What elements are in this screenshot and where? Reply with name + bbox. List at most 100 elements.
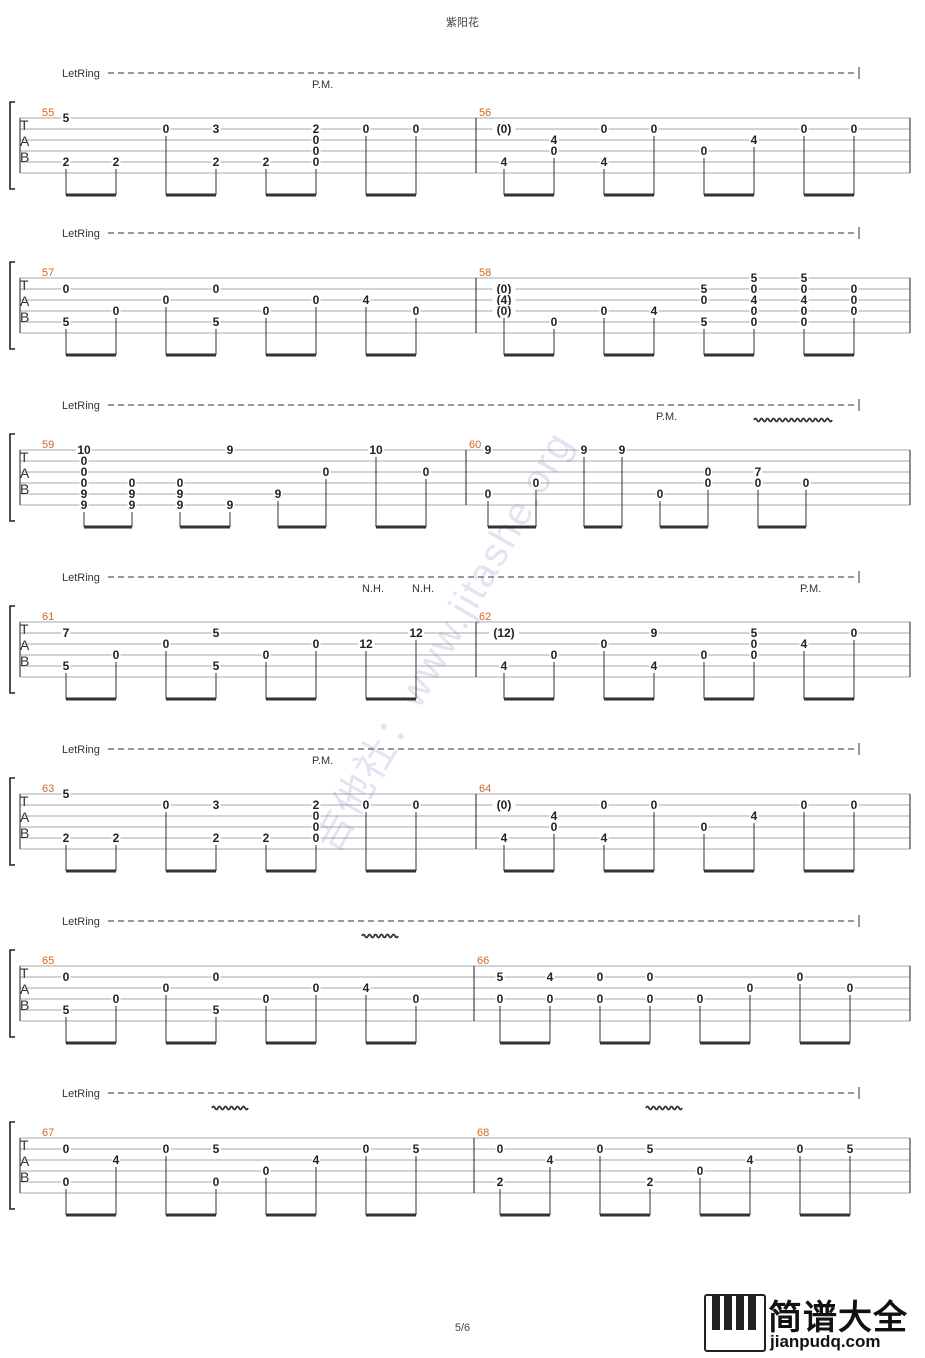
- letring-label: LetRing: [62, 744, 100, 756]
- fret-bg: [599, 305, 609, 317]
- tab-clef-letter: T: [20, 621, 29, 637]
- fret-bg: [211, 123, 221, 135]
- fret-bg: [411, 993, 421, 1005]
- fret-bg: [408, 627, 424, 639]
- tab-clef-letter: T: [20, 1137, 29, 1153]
- measure-number: 66: [477, 955, 489, 967]
- fret-number: 2: [113, 155, 120, 169]
- fret-bg: [311, 294, 321, 306]
- fret-number: 0: [551, 820, 558, 834]
- fret-number: 5: [213, 626, 220, 640]
- fret-bg: [745, 1154, 755, 1166]
- fret-bg: [211, 832, 221, 844]
- fret-bg: [61, 1004, 71, 1016]
- fret-bg: [311, 810, 321, 822]
- fret-number: 0: [751, 315, 758, 329]
- tab-clef-letter: B: [20, 149, 29, 165]
- fret-number: 0: [263, 648, 270, 662]
- fret-bg: [211, 660, 221, 672]
- fret-number: 5: [751, 271, 758, 285]
- fret-bg: [61, 1176, 71, 1188]
- fret-bg: [492, 305, 516, 317]
- fret-bg: [273, 488, 283, 500]
- fret-bg: [111, 305, 121, 317]
- fret-number: 0: [657, 487, 664, 501]
- tab-clef-letter: T: [20, 277, 29, 293]
- fret-bg: [261, 993, 271, 1005]
- fret-number: 0: [801, 798, 808, 812]
- fret-number: 9: [227, 498, 234, 512]
- fret-bg: [127, 499, 137, 511]
- fret-number: 0: [313, 820, 320, 834]
- letring-label: LetRing: [62, 68, 100, 80]
- technique-annotation: P.M.: [312, 755, 333, 767]
- letring-label: LetRing: [62, 228, 100, 240]
- fret-number: 0: [213, 282, 220, 296]
- fret-bg: [495, 1143, 505, 1155]
- fret-number: 0: [413, 992, 420, 1006]
- measure-number: 65: [42, 955, 54, 967]
- fret-bg: [61, 316, 71, 328]
- fret-bg: [211, 971, 221, 983]
- fret-number: 0: [497, 992, 504, 1006]
- fret-bg: [549, 145, 559, 157]
- fret-bg: [849, 305, 859, 317]
- fret-number: 0: [63, 970, 70, 984]
- fret-bg: [127, 488, 137, 500]
- fret-number: 0: [313, 831, 320, 845]
- fret-bg: [749, 294, 759, 306]
- fret-number: 2: [63, 831, 70, 845]
- fret-number: 0: [797, 970, 804, 984]
- fret-number: 5: [801, 271, 808, 285]
- fret-number: 0: [313, 144, 320, 158]
- tab-clef-letter: B: [20, 653, 29, 669]
- fret-bg: [321, 466, 331, 478]
- fret-bg: [61, 788, 71, 800]
- fret-number: 0: [551, 315, 558, 329]
- fret-number: 0: [313, 155, 320, 169]
- fret-bg: [749, 649, 759, 661]
- fret-number: 4: [601, 831, 608, 845]
- fret-number: 0: [651, 798, 658, 812]
- fret-bg: [795, 971, 805, 983]
- fret-bg: [645, 1176, 655, 1188]
- fret-number: 0: [601, 304, 608, 318]
- fret-number: 0: [801, 282, 808, 296]
- fret-number: 9: [129, 487, 136, 501]
- fret-bg: [749, 810, 759, 822]
- fret-bg: [695, 993, 705, 1005]
- tab-clef-letter: A: [20, 465, 30, 481]
- fret-number: 5: [647, 1142, 654, 1156]
- vibrato-mark: [361, 933, 399, 939]
- fret-number: 0: [163, 981, 170, 995]
- fret-number: 0: [847, 981, 854, 995]
- fret-number: 10: [77, 443, 91, 457]
- fret-number: 0: [697, 1164, 704, 1178]
- fret-number: 0: [163, 798, 170, 812]
- tab-clef-letter: A: [20, 981, 30, 997]
- measure-number: 55: [42, 107, 54, 119]
- fret-number: 0: [63, 1142, 70, 1156]
- fret-number: 2: [313, 798, 320, 812]
- fret-number: (0): [497, 282, 512, 296]
- fret-bg: [699, 821, 709, 833]
- fret-bg: [649, 123, 659, 135]
- technique-annotation: N.H.: [362, 583, 384, 595]
- system-bracket: [9, 101, 15, 190]
- fret-bg: [261, 1165, 271, 1177]
- fret-number: 0: [797, 1142, 804, 1156]
- site-logo[interactable]: 简谱大全 jianpudq.com: [696, 1290, 924, 1356]
- fret-number: 4: [751, 809, 758, 823]
- fret-number: 9: [177, 498, 184, 512]
- fret-number: 0: [363, 798, 370, 812]
- letring-label: LetRing: [62, 572, 100, 584]
- fret-bg: [801, 477, 811, 489]
- fret-number: 9: [651, 626, 658, 640]
- fret-bg: [211, 1143, 221, 1155]
- fret-number: 0: [113, 992, 120, 1006]
- fret-bg: [61, 283, 71, 295]
- fret-number: 0: [547, 992, 554, 1006]
- fret-number: 0: [651, 122, 658, 136]
- fret-number: 5: [213, 659, 220, 673]
